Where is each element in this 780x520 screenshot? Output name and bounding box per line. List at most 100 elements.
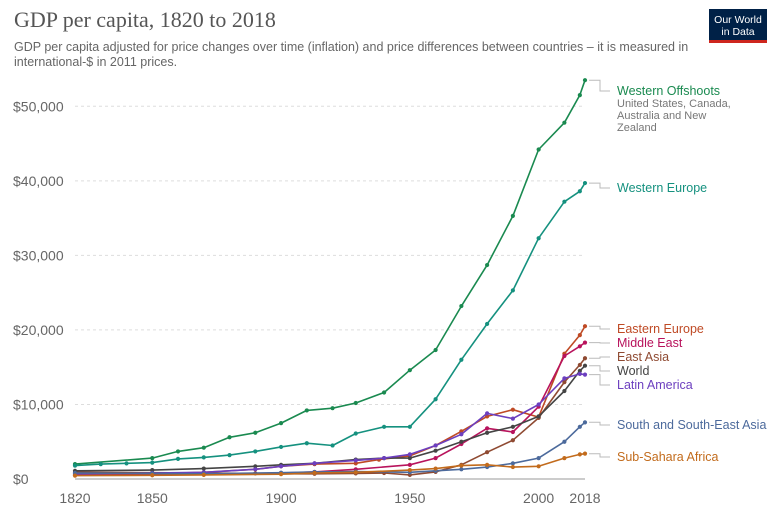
chart-title: GDP per capita, 1820 to 2018 [14,7,276,32]
data-point [536,236,541,241]
series-label: South and South-East Asia [617,418,766,432]
data-point [536,147,541,152]
data-point [510,213,515,218]
data-point [278,420,284,426]
data-point [150,456,155,461]
data-point [381,424,387,429]
y-tick-label: $40,000 [13,173,64,189]
data-point [72,463,78,468]
data-point [577,371,582,376]
y-tick-label: $20,000 [13,322,64,338]
data-point [98,461,103,467]
data-point [510,424,515,429]
logo-accent-bar [709,40,767,43]
data-point [510,461,515,466]
data-point [582,180,588,186]
series-note-line: Zealand [617,122,657,134]
data-point [562,439,567,444]
data-point [582,78,588,83]
data-point [278,464,284,469]
data-point [582,340,588,345]
data-point [353,461,358,466]
data-point [577,189,582,194]
series-label: Middle East [617,336,683,350]
x-tick-label: 2000 [523,490,554,506]
data-point [407,462,412,467]
x-tick-label: 2018 [569,490,600,506]
data-point [582,451,588,456]
data-point [577,424,582,429]
x-tick-label: 1900 [265,490,296,506]
data-point [510,464,515,470]
data-point [485,450,490,455]
data-point [562,120,567,125]
y-tick-label: $0 [13,471,29,487]
data-point [562,199,567,204]
data-point [407,368,412,373]
data-point [353,458,358,463]
data-point [577,333,582,338]
series-label: World [617,364,649,378]
data-point [459,303,464,309]
data-point [536,402,541,407]
data-point [577,368,582,374]
label-connector [589,453,610,458]
data-point [227,453,232,458]
x-tick-label: 1850 [137,490,168,506]
data-point [485,321,490,327]
data-point [433,456,438,461]
series-label: East Asia [617,350,669,364]
series-label: Western Europe [617,181,707,195]
label-connector [589,325,610,330]
data-point [562,376,567,381]
series-line [74,79,586,465]
label-connector [589,374,610,386]
data-point [353,431,358,436]
data-point [582,363,588,368]
x-tick-label: 1820 [59,490,90,506]
data-point [304,408,309,413]
data-point [510,429,515,435]
data-point [536,414,541,419]
data-point [485,411,490,416]
series-label: Sub-Sahara Africa [617,450,718,464]
data-point [175,449,181,454]
data-point [510,288,515,293]
data-point [577,92,582,98]
y-tick-label: $50,000 [13,98,64,114]
data-point [312,470,317,476]
data-point [459,429,464,434]
data-point [150,467,155,473]
label-connector [589,79,610,92]
data-point [433,347,438,353]
series-label: Western Offshoots [617,84,720,98]
data-point [353,470,358,475]
series-label: Eastern Europe [617,322,704,336]
data-point [577,344,582,349]
data-point [312,461,317,466]
data-point [485,462,490,467]
y-tick-label: $30,000 [13,247,64,263]
data-point [485,430,490,435]
data-point [407,424,412,429]
data-point [582,420,588,425]
data-point [175,456,181,461]
data-point [253,430,258,435]
label-connector [589,356,610,359]
data-point [485,262,490,268]
data-point [72,473,78,478]
our-world-in-data-logo[interactable]: Our World in Data [709,9,767,43]
data-point [278,444,284,450]
data-point [381,456,387,461]
data-point [330,443,335,448]
data-point [381,390,387,395]
data-point [459,463,464,468]
y-tick-label: $10,000 [13,396,64,412]
series-line [74,182,586,467]
logo-line-2: in Data [721,26,755,38]
data-point [201,466,206,471]
data-point [227,435,232,440]
series-line [74,325,586,476]
data-point [485,414,490,419]
